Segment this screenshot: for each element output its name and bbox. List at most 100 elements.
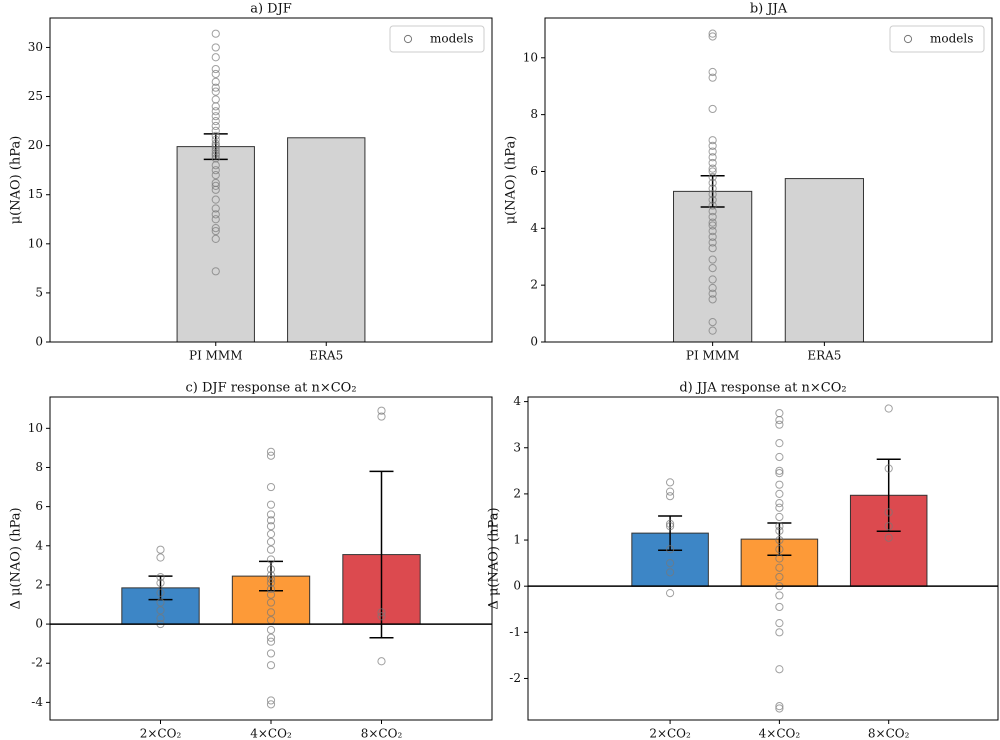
- model-point: [377, 612, 386, 621]
- model-point: [708, 326, 717, 335]
- x-tick-label: 2×CO₂: [140, 727, 182, 740]
- model-point: [211, 64, 220, 74]
- model-point: [266, 574, 276, 584]
- model-point: [211, 234, 220, 244]
- model-point: [211, 131, 220, 140]
- y-tick-label: 10: [28, 236, 43, 250]
- y-tick-label: 3: [513, 440, 521, 454]
- model-point: [708, 29, 717, 38]
- model-point: [775, 489, 784, 498]
- model-point: [266, 510, 276, 519]
- model-point: [266, 598, 276, 607]
- model-point: [665, 519, 675, 528]
- y-tick-label: 2: [530, 278, 538, 292]
- model-point: [708, 190, 717, 199]
- model-point: [211, 143, 220, 152]
- model-point: [775, 480, 784, 489]
- model-point: [708, 195, 717, 204]
- model-point: [775, 503, 784, 512]
- model-point: [708, 184, 717, 193]
- model-point: [884, 533, 893, 542]
- model-point: [708, 275, 717, 284]
- model-point: [156, 545, 165, 554]
- model-point: [156, 553, 165, 562]
- model-point: [266, 555, 276, 564]
- model-point: [775, 466, 784, 475]
- y-tick-label: 0: [35, 335, 43, 349]
- model-point: [708, 201, 717, 210]
- y-tick-label: 25: [28, 89, 43, 103]
- bar: [784, 178, 864, 343]
- model-point: [708, 283, 717, 293]
- panel-title: c) DJF response at n×CO₂: [185, 381, 356, 396]
- model-point: [211, 226, 220, 236]
- model-point: [211, 267, 220, 276]
- model-point: [211, 77, 220, 86]
- y-tick-label: 10: [523, 50, 538, 64]
- model-point: [775, 535, 784, 545]
- x-tick-label: 2×CO₂: [649, 727, 691, 740]
- model-point: [266, 451, 276, 460]
- model-point: [266, 447, 276, 456]
- y-tick-label: 8: [530, 107, 538, 121]
- model-point: [266, 700, 276, 709]
- model-point: [775, 572, 784, 582]
- model-point: [775, 420, 784, 429]
- model-point: [708, 218, 717, 227]
- model-point: [211, 43, 220, 52]
- model-point: [775, 452, 784, 462]
- model-point: [775, 499, 784, 508]
- model-point: [775, 415, 784, 425]
- model-point: [708, 212, 717, 222]
- model-point: [211, 135, 220, 144]
- model-point: [211, 151, 220, 160]
- model-point: [775, 591, 784, 600]
- y-tick-label: 0: [35, 617, 43, 631]
- y-tick-label: 4: [513, 394, 521, 408]
- model-point: [708, 238, 717, 247]
- model-point: [377, 412, 386, 421]
- model-point: [665, 559, 675, 568]
- y-tick-label: 8: [35, 460, 43, 474]
- model-point: [708, 207, 717, 216]
- model-point: [156, 598, 165, 607]
- y-tick-label: -4: [31, 695, 43, 709]
- model-point: [708, 264, 717, 273]
- x-tick-label: ERA5: [807, 349, 841, 363]
- model-point: [708, 104, 717, 114]
- model-point: [708, 164, 717, 173]
- model-point: [156, 588, 165, 597]
- model-point: [211, 149, 220, 158]
- legend-box: [389, 25, 485, 53]
- model-point: [775, 563, 784, 572]
- model-point: [211, 53, 220, 62]
- model-point: [775, 409, 784, 418]
- model-point: [775, 469, 784, 478]
- x-tick-label: PI MMM: [189, 349, 243, 363]
- model-point: [665, 589, 675, 598]
- model-point: [211, 126, 220, 136]
- x-tick-label: 4×CO₂: [250, 727, 292, 740]
- panel-title: d) JJA response at n×CO₂: [679, 381, 846, 396]
- y-tick-label: -1: [509, 625, 521, 639]
- model-point: [156, 578, 165, 588]
- model-point: [156, 614, 165, 623]
- x-tick-label: 8×CO₂: [868, 727, 910, 740]
- y-tick-label: 4: [35, 538, 43, 552]
- model-point: [775, 512, 784, 522]
- model-point: [266, 537, 276, 546]
- x-tick-label: 4×CO₂: [759, 727, 801, 740]
- y-tick-label: 4: [530, 221, 538, 235]
- model-point: [211, 121, 220, 131]
- model-point: [266, 649, 276, 658]
- model-point: [708, 32, 717, 41]
- model-point: [211, 224, 220, 233]
- y-axis-label: μ(NAO) (hPa): [9, 136, 24, 225]
- model-point: [708, 167, 717, 176]
- y-tick-label: 6: [35, 499, 43, 513]
- model-point: [266, 529, 276, 539]
- model-point: [211, 146, 220, 155]
- model-point: [211, 83, 220, 92]
- model-point: [708, 178, 717, 187]
